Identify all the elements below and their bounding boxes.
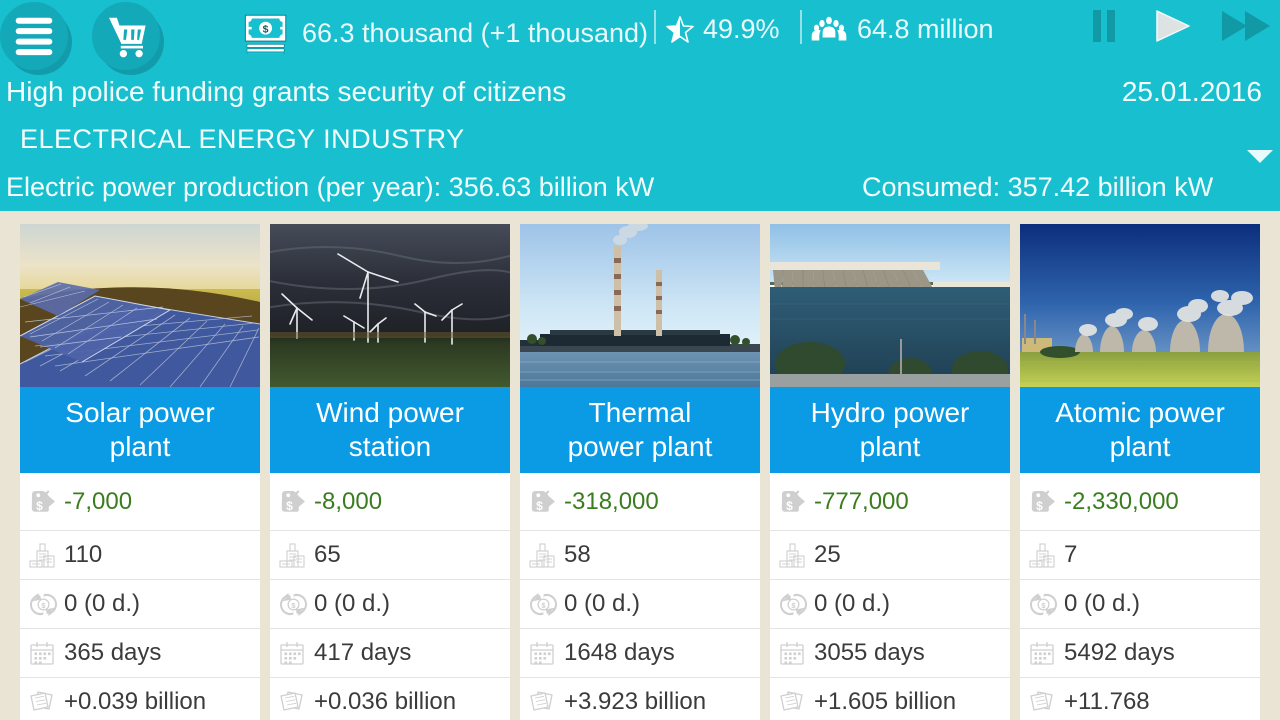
svg-text:$: $: [536, 499, 543, 513]
svg-text:$: $: [286, 499, 293, 513]
svg-text:$: $: [36, 499, 43, 513]
svg-text:$: $: [263, 24, 269, 36]
svg-text:$: $: [1036, 499, 1043, 513]
svg-text:$: $: [786, 499, 793, 513]
